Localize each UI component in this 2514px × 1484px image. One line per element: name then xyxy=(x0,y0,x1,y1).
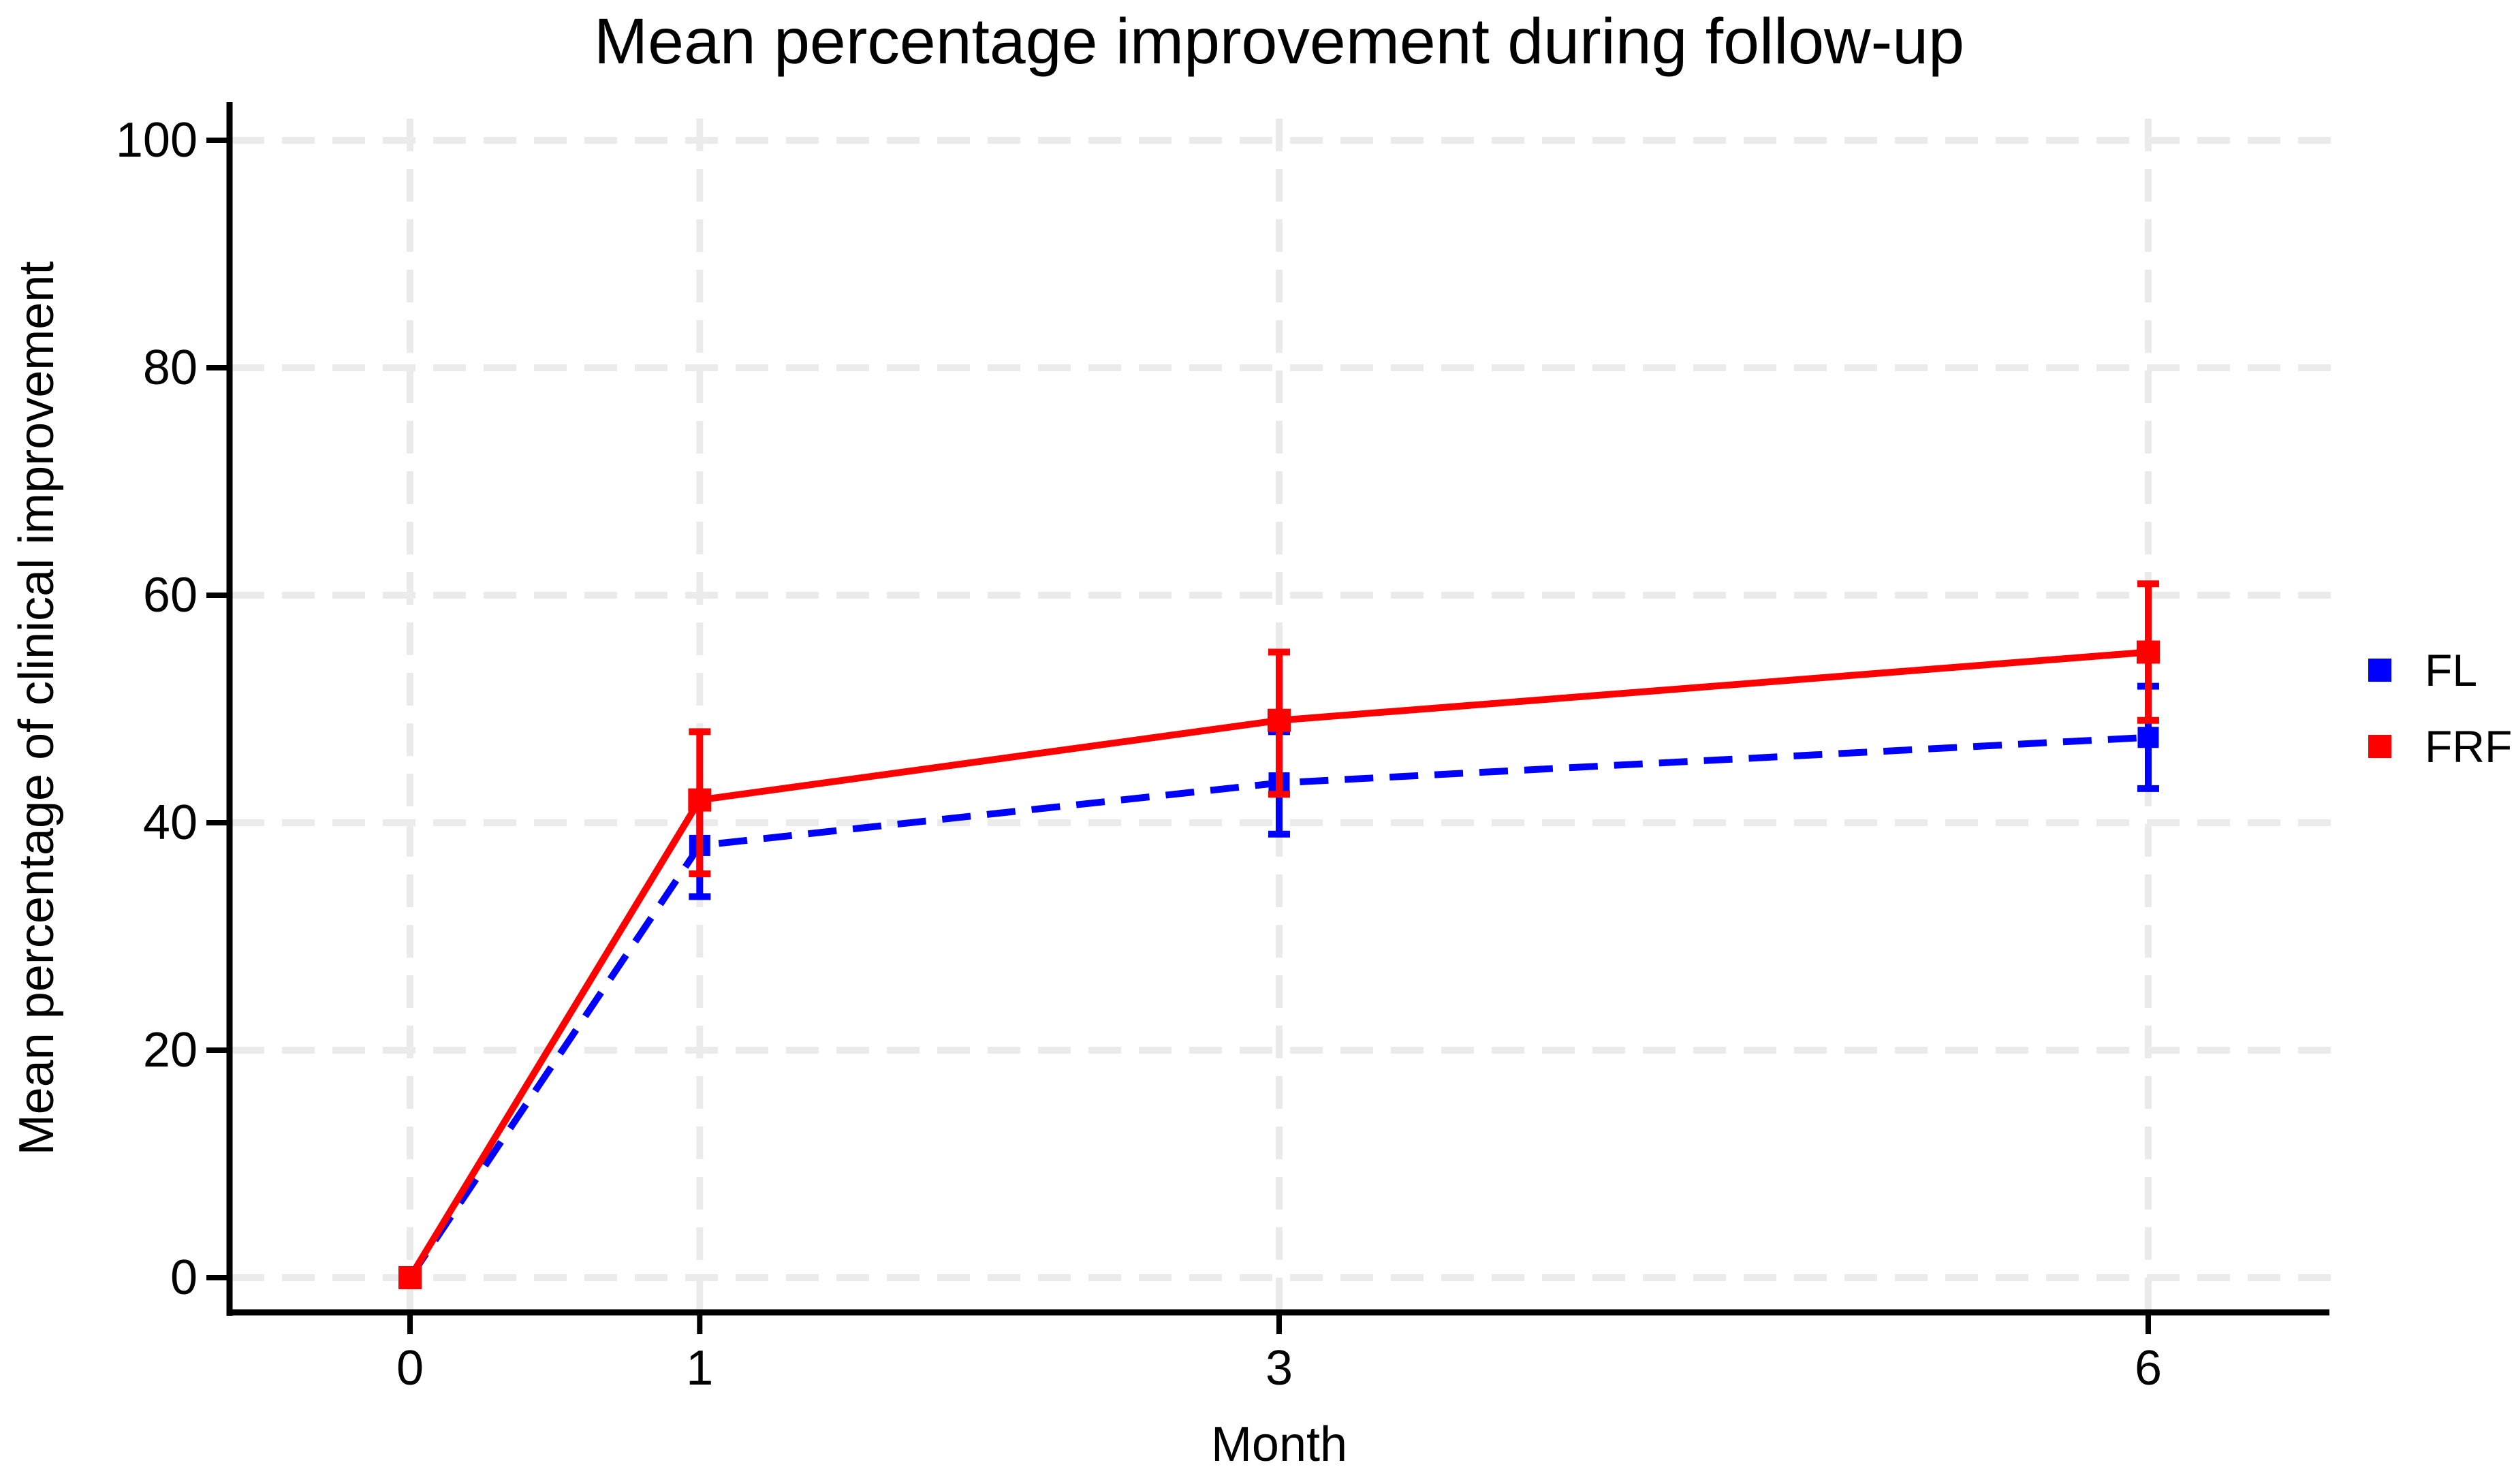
axis-layer: 0 20 40 60 80 100 0 1 3 6 xyxy=(116,102,2329,1395)
legend: FL FRF xyxy=(2368,645,2512,772)
data-point-marker xyxy=(398,1266,422,1289)
y-tick-label: 40 xyxy=(143,795,198,850)
y-tick-label: 60 xyxy=(143,568,198,622)
legend-swatch-fl xyxy=(2368,659,2391,682)
y-axis-label: Mean percentage of clinical improvement xyxy=(10,262,64,1156)
data-line-frf xyxy=(407,648,2149,1280)
data-point-marker xyxy=(2136,640,2160,664)
data-point-marker xyxy=(688,788,712,812)
x-tick-label: 0 xyxy=(396,1341,424,1395)
series-frf xyxy=(398,580,2160,1289)
plot-area xyxy=(398,580,2160,1289)
y-tick-label: 0 xyxy=(170,1250,198,1305)
x-axis-label: Month xyxy=(1211,1417,1347,1472)
y-tick-label: 20 xyxy=(143,1023,198,1077)
legend-swatch-frf xyxy=(2368,735,2391,758)
x-tick-label: 1 xyxy=(686,1341,713,1395)
x-tick-label: 3 xyxy=(1266,1341,1293,1395)
y-tick-label: 80 xyxy=(143,341,198,395)
y-tick-label: 100 xyxy=(116,113,198,168)
data-line-fl xyxy=(407,733,2149,1280)
chart-title: Mean percentage improvement during follo… xyxy=(594,5,1964,78)
legend-label-fl: FL xyxy=(2425,645,2477,695)
data-point-marker xyxy=(2137,727,2159,748)
legend-label-frf: FRF xyxy=(2425,721,2512,772)
data-point-marker xyxy=(1267,708,1291,732)
x-tick-label: 6 xyxy=(2135,1341,2162,1395)
